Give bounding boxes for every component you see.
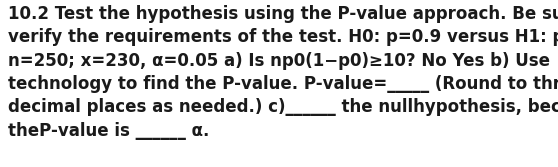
Text: 10.2 Test the hypothesis using the P-value approach. Be sure to
verify the requi: 10.2 Test the hypothesis using the P-val… [8, 5, 558, 140]
